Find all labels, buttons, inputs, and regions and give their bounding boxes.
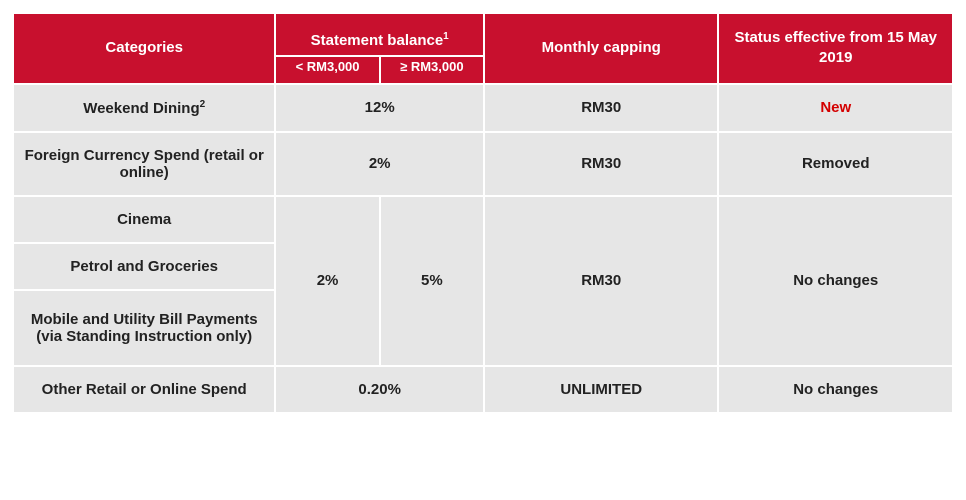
row-category: Mobile and Utility Bill Payments (via St… bbox=[14, 291, 274, 365]
row-capping: RM30 bbox=[485, 85, 718, 131]
row-category: Foreign Currency Spend (retail or online… bbox=[14, 133, 274, 195]
row-balance-merged: 2% bbox=[276, 133, 483, 195]
header-monthly-capping-label: Monthly capping bbox=[542, 39, 661, 56]
table-header: Categories Statement balance1 Monthly ca… bbox=[14, 14, 952, 83]
row-category: Weekend Dining2 bbox=[14, 85, 274, 131]
header-status: Status effective from 15 May 2019 bbox=[719, 14, 952, 83]
row-status: No changes bbox=[719, 367, 952, 412]
table-row: Cinema 2% 5% RM30 No changes bbox=[14, 197, 952, 242]
header-categories: Categories bbox=[14, 14, 274, 83]
header-statement-balance: Statement balance1 bbox=[276, 14, 483, 55]
row-category: Other Retail or Online Spend bbox=[14, 367, 274, 412]
row-status: Removed bbox=[719, 133, 952, 195]
group-balance-high: 5% bbox=[381, 197, 483, 365]
group-capping: RM30 bbox=[485, 197, 718, 365]
group-balance-low: 2% bbox=[276, 197, 378, 365]
header-statement-balance-sup: 1 bbox=[443, 31, 449, 42]
row-capping: UNLIMITED bbox=[485, 367, 718, 412]
cashback-table: Categories Statement balance1 Monthly ca… bbox=[12, 12, 954, 414]
table-body: Weekend Dining2 12% RM30 New Foreign Cur… bbox=[14, 85, 952, 412]
table-row: Foreign Currency Spend (retail or online… bbox=[14, 133, 952, 195]
row-category: Petrol and Groceries bbox=[14, 244, 274, 289]
header-balance-high: ≥ RM3,000 bbox=[381, 57, 483, 83]
header-status-label: Status effective from 15 May 2019 bbox=[734, 29, 937, 66]
header-statement-balance-label: Statement balance bbox=[311, 32, 444, 49]
header-categories-label: Categories bbox=[105, 39, 183, 56]
row-category-sup: 2 bbox=[200, 99, 206, 110]
header-monthly-capping: Monthly capping bbox=[485, 14, 718, 83]
row-category-label: Weekend Dining bbox=[83, 100, 199, 117]
row-balance-merged: 12% bbox=[276, 85, 483, 131]
header-balance-low: < RM3,000 bbox=[276, 57, 378, 83]
group-status: No changes bbox=[719, 197, 952, 365]
table-row: Weekend Dining2 12% RM30 New bbox=[14, 85, 952, 131]
row-balance-merged: 0.20% bbox=[276, 367, 483, 412]
row-capping: RM30 bbox=[485, 133, 718, 195]
row-status-new: New bbox=[719, 85, 952, 131]
row-category: Cinema bbox=[14, 197, 274, 242]
table-row: Other Retail or Online Spend 0.20% UNLIM… bbox=[14, 367, 952, 412]
